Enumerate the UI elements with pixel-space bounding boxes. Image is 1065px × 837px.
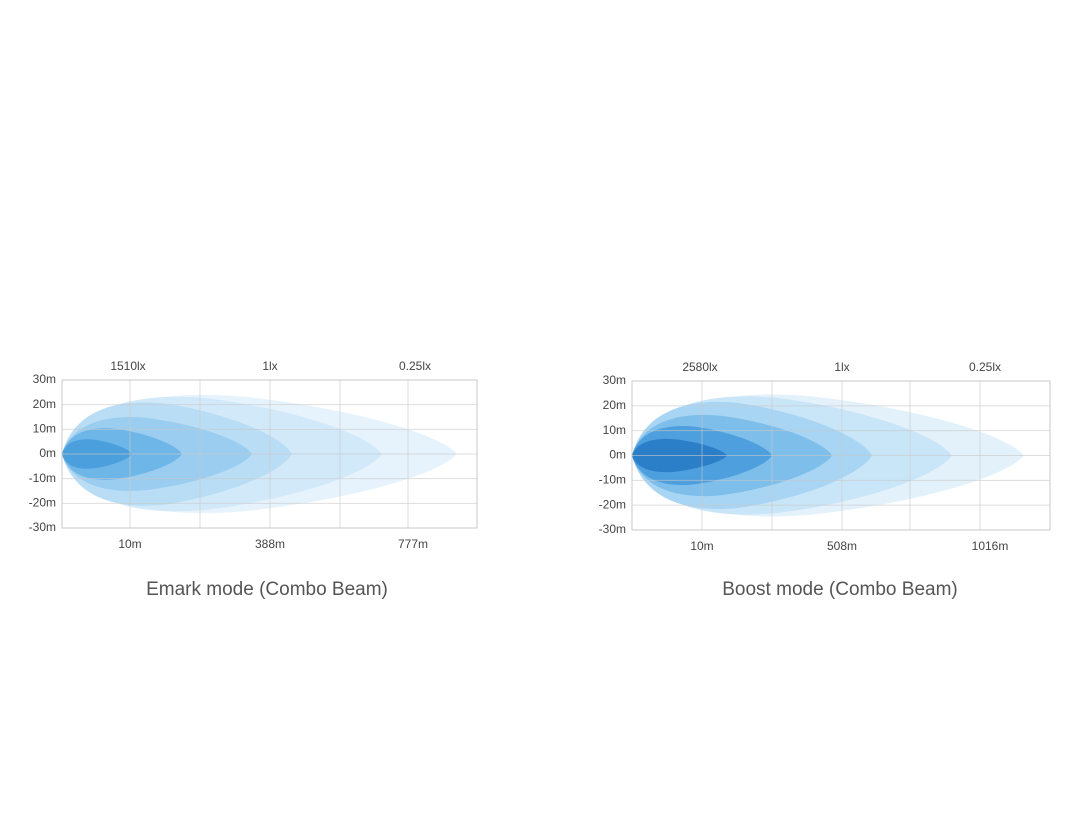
caption: Emark mode (Combo Beam): [146, 579, 388, 600]
lux-label: 1lx: [834, 360, 849, 374]
distance-label: 777m: [398, 537, 428, 551]
y-label: -10m: [599, 473, 626, 487]
y-label: 20m: [603, 398, 626, 412]
distance-label: 10m: [690, 539, 713, 553]
y-label: -30m: [29, 520, 56, 534]
y-label: 10m: [33, 422, 56, 436]
distance-label: 508m: [827, 539, 857, 553]
y-label: 30m: [603, 373, 626, 387]
y-label: -30m: [599, 522, 626, 536]
y-label: -20m: [599, 497, 626, 511]
lux-label: 1510lx: [110, 359, 145, 373]
y-label: 0m: [609, 448, 626, 462]
beam-panel: 30m 20m 10m 0m -10m -20m -30m 1510lx 1lx 0.25lx 10…: [29, 359, 478, 600]
y-label: -10m: [29, 471, 56, 485]
lux-label: 0.25lx: [969, 360, 1001, 374]
y-label: 10m: [603, 423, 626, 437]
y-label: 0m: [39, 446, 56, 460]
distance-label: 388m: [255, 537, 285, 551]
lux-label: 0.25lx: [399, 359, 431, 373]
lux-label: 2580lx: [682, 360, 717, 374]
caption: Boost mode (Combo Beam): [722, 579, 958, 600]
distance-label: 10m: [118, 537, 141, 551]
y-label: 30m: [33, 372, 56, 386]
y-label: 20m: [33, 397, 56, 411]
beam-panel: 30m 20m 10m 0m -10m -20m -30m 2580lx 1lx 0.25lx 10…: [599, 360, 1051, 600]
lux-label: 1lx: [262, 359, 277, 373]
y-label: -20m: [29, 496, 56, 510]
distance-label: 1016m: [972, 539, 1009, 553]
